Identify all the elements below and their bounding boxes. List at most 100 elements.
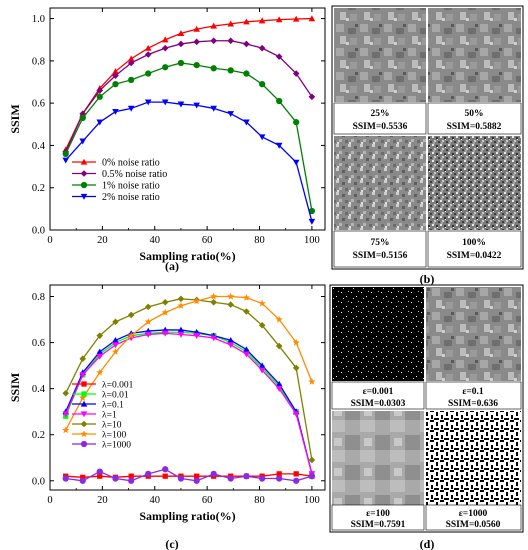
data-point bbox=[62, 426, 70, 434]
data-point bbox=[127, 331, 135, 339]
data-point bbox=[79, 394, 87, 401]
data-point bbox=[80, 440, 88, 448]
image-tile-d1: ε=0.001 SSIM=0.0303 bbox=[331, 287, 425, 410]
data-point bbox=[161, 99, 169, 106]
tile-ssim: SSIM=0.0422 bbox=[447, 251, 502, 261]
data-point bbox=[96, 353, 104, 360]
data-point bbox=[308, 377, 316, 385]
series-line bbox=[65, 62, 313, 212]
image-tile-b3: 75% SSIM=0.5156 bbox=[333, 136, 427, 268]
tile-ssim: SSIM=0.7591 bbox=[351, 520, 406, 530]
tile-ratio: 25% bbox=[371, 109, 390, 119]
x-tick-label: 100 bbox=[304, 495, 320, 506]
data-point bbox=[227, 20, 235, 27]
data-point bbox=[177, 40, 185, 48]
image-texture bbox=[334, 8, 426, 102]
series-line bbox=[65, 295, 313, 431]
series-1% noise ratio bbox=[62, 59, 316, 215]
data-point bbox=[128, 76, 135, 84]
data-point bbox=[210, 37, 217, 45]
data-point bbox=[80, 193, 88, 200]
data-point bbox=[177, 301, 185, 309]
data-point bbox=[258, 44, 266, 52]
data-point bbox=[96, 87, 104, 94]
data-point bbox=[308, 15, 316, 22]
image-texture bbox=[428, 8, 521, 102]
plot-frame bbox=[49, 7, 326, 231]
data-point bbox=[80, 170, 88, 177]
series-line bbox=[65, 40, 313, 153]
series-0% noise ratio bbox=[62, 15, 316, 153]
x-tick-label: 40 bbox=[150, 235, 161, 246]
data-point bbox=[193, 25, 200, 32]
data-point bbox=[62, 150, 69, 158]
data-point bbox=[293, 119, 300, 126]
data-point bbox=[275, 16, 283, 23]
series-line bbox=[65, 473, 312, 478]
data-point bbox=[79, 138, 87, 145]
data-point bbox=[177, 101, 185, 108]
data-point bbox=[242, 293, 251, 301]
data-point bbox=[292, 338, 300, 346]
data-point bbox=[227, 67, 234, 74]
x-tick-label: 40 bbox=[150, 495, 161, 506]
y-axis-label: SSIM bbox=[8, 373, 22, 402]
y-axis-label: SSIM bbox=[8, 104, 22, 133]
data-point bbox=[276, 97, 283, 105]
data-point bbox=[79, 114, 86, 122]
tile-eps: ε=0.1 bbox=[462, 387, 484, 397]
image-tile-d2: ε=0.1 SSIM=0.636 bbox=[425, 287, 522, 410]
series-line bbox=[65, 298, 313, 461]
data-point bbox=[276, 471, 282, 477]
data-point bbox=[193, 38, 200, 46]
x-tick-label: 80 bbox=[254, 495, 265, 506]
data-point bbox=[62, 411, 70, 418]
panel-d: ε=0.001 SSIM=0.0303 ε=0.1 SSIM=0.636 ε=1… bbox=[329, 284, 524, 533]
data-point bbox=[308, 456, 316, 464]
caption-box bbox=[333, 102, 427, 135]
series-line bbox=[65, 332, 313, 475]
data-point bbox=[79, 477, 86, 484]
data-point bbox=[96, 93, 103, 100]
data-point bbox=[210, 292, 218, 300]
data-point bbox=[80, 158, 88, 165]
data-point bbox=[162, 466, 169, 473]
legend-label: 1% noise ratio bbox=[102, 181, 160, 192]
panel-b: 25% SSIM=0.5536 50% SSIM=0.5882 75% SSIM… bbox=[331, 5, 524, 270]
data-point bbox=[308, 93, 316, 101]
data-point bbox=[161, 298, 169, 306]
data-point bbox=[258, 299, 266, 307]
data-point bbox=[96, 348, 104, 355]
data-point bbox=[193, 333, 200, 339]
data-point bbox=[128, 473, 134, 479]
x-tick-label: 100 bbox=[304, 235, 320, 246]
data-point bbox=[292, 70, 300, 77]
data-point bbox=[145, 70, 152, 77]
series-line bbox=[65, 331, 313, 475]
image-tile-d4: ε=1000 SSIM=0.0560 bbox=[425, 411, 522, 531]
legend-label: λ=0.001 bbox=[102, 381, 134, 391]
legend-label: 0% noise ratio bbox=[102, 158, 160, 169]
panel-label-b: (b) bbox=[420, 272, 435, 286]
tile-ssim: SSIM=0.5156 bbox=[353, 251, 408, 261]
y-tick-label: 0.4 bbox=[32, 384, 46, 395]
y-tick-label: 0.0 bbox=[32, 226, 45, 237]
data-point bbox=[308, 207, 316, 215]
data-point bbox=[193, 102, 200, 109]
data-point bbox=[177, 475, 185, 482]
data-point bbox=[112, 318, 119, 326]
data-point bbox=[243, 351, 250, 358]
data-point bbox=[210, 65, 217, 72]
x-tick-label: 60 bbox=[202, 495, 213, 506]
caption-box bbox=[333, 230, 427, 268]
tile-ssim: SSIM=0.636 bbox=[448, 399, 498, 409]
caption-box bbox=[331, 504, 425, 531]
data-point bbox=[177, 30, 185, 37]
data-point bbox=[308, 473, 316, 480]
tile-ratio: 75% bbox=[371, 238, 390, 248]
data-point bbox=[144, 44, 152, 51]
data-point bbox=[275, 342, 283, 350]
series-line bbox=[65, 329, 313, 475]
